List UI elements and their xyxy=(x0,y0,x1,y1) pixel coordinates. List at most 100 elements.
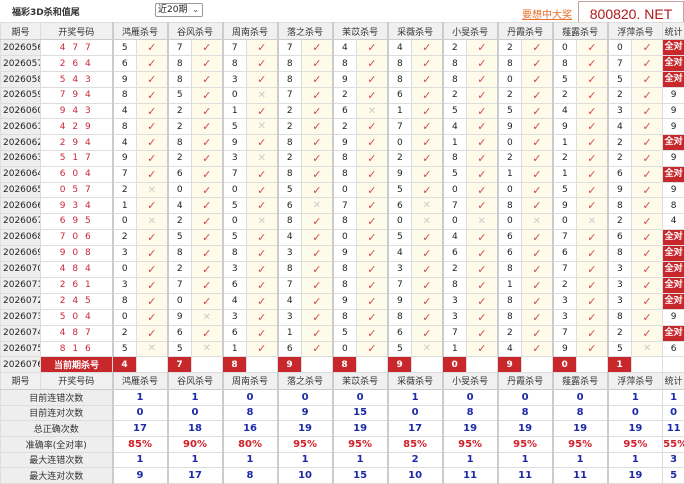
stats-value: 19 xyxy=(608,421,663,437)
kill-number: 9 xyxy=(608,182,632,198)
kill-number: 5 xyxy=(553,72,577,88)
period-range-select[interactable]: 近20期⌄ xyxy=(155,3,203,17)
stat-cell: 全对 xyxy=(663,245,684,261)
check-icon: ✓ xyxy=(632,40,663,56)
draw-number: 2 6 1 xyxy=(41,277,113,293)
period-cell: 2026070 xyxy=(1,261,41,277)
stats-value: 95% xyxy=(553,436,608,452)
check-icon: ✓ xyxy=(467,293,498,309)
kill-number: 6 xyxy=(223,325,247,341)
kill-number: 9 xyxy=(498,119,522,135)
kill-number: 0 xyxy=(498,135,522,151)
stats-value: 8 xyxy=(498,405,553,421)
kill-number: 2 xyxy=(333,88,357,104)
check-icon: ✓ xyxy=(632,261,663,277)
kill-number: 8 xyxy=(443,151,467,167)
check-icon: ✓ xyxy=(192,293,223,309)
stats-value: 17 xyxy=(113,421,168,437)
kill-number: 4 xyxy=(443,119,467,135)
kill-number: 7 xyxy=(168,40,192,56)
check-icon: ✓ xyxy=(302,245,333,261)
kill-number: 7 xyxy=(443,325,467,341)
check-icon: ✓ xyxy=(137,261,168,277)
stat-cell: 全对 xyxy=(663,72,684,88)
header-kill: 采薇杀号 xyxy=(388,372,443,389)
stats-value: 95% xyxy=(443,436,498,452)
check-icon: ✓ xyxy=(302,214,333,230)
check-icon: ✓ xyxy=(357,341,388,357)
check-icon: ✓ xyxy=(522,309,553,325)
draw-number: 2 4 5 xyxy=(41,293,113,309)
stats-value: 10 xyxy=(388,468,443,484)
kill-number: 5 xyxy=(168,88,192,104)
check-icon: ✓ xyxy=(302,261,333,277)
stats-value: 1 xyxy=(113,452,168,468)
kill-number: 6 xyxy=(443,245,467,261)
check-icon: ✓ xyxy=(137,309,168,325)
stats-value: 8 xyxy=(223,468,278,484)
kill-number: 2 xyxy=(113,325,137,341)
kill-number: 8 xyxy=(278,261,302,277)
kill-number: 3 xyxy=(223,151,247,167)
kill-number: 7 xyxy=(223,166,247,182)
kill-number: 2 xyxy=(553,277,577,293)
check-icon: ✓ xyxy=(522,182,553,198)
check-icon: ✓ xyxy=(192,261,223,277)
kill-number: 0 xyxy=(443,214,467,230)
check-icon: ✓ xyxy=(137,103,168,119)
stats-value: 0 xyxy=(608,405,663,421)
stats-value: 95% xyxy=(498,436,553,452)
stat-cell: 9 xyxy=(663,88,684,104)
kill-number: 5 xyxy=(333,325,357,341)
check-icon: ✓ xyxy=(302,166,333,182)
header-number: 开奖号码 xyxy=(41,372,113,389)
period-cell: 2026063 xyxy=(1,151,41,167)
kill-number: 5 xyxy=(278,182,302,198)
check-icon: ✓ xyxy=(577,135,608,151)
stats-value: 2 xyxy=(388,452,443,468)
kill-number: 6 xyxy=(498,245,522,261)
promo-link[interactable]: 要想中大奖 xyxy=(522,6,572,21)
kill-number: 2 xyxy=(608,325,632,341)
kill-number: 5 xyxy=(168,229,192,245)
check-icon: ✓ xyxy=(577,261,608,277)
kill-number: 2 xyxy=(553,88,577,104)
header-kill: 采薇杀号 xyxy=(388,23,443,40)
draw-number: 2 9 4 xyxy=(41,135,113,151)
check-icon: ✓ xyxy=(192,277,223,293)
page-title: 福彩3D杀和值尾 xyxy=(12,5,80,18)
check-icon: ✓ xyxy=(632,151,663,167)
kill-number: 2 xyxy=(498,88,522,104)
period-cell: 2026056 xyxy=(1,40,41,56)
stats-value: 95% xyxy=(608,436,663,452)
kill-number: 2 xyxy=(608,88,632,104)
check-icon: ✓ xyxy=(357,56,388,72)
kill-number: 5 xyxy=(223,198,247,214)
check-icon: ✓ xyxy=(522,325,553,341)
check-icon: ✓ xyxy=(412,103,443,119)
header-kill: 小旻杀号 xyxy=(443,23,498,40)
stats-value: 9 xyxy=(113,468,168,484)
check-icon: ✓ xyxy=(522,103,553,119)
kill-number: 6 xyxy=(168,166,192,182)
kill-number: 6 xyxy=(388,325,412,341)
stats-label: 最大连对次数 xyxy=(1,468,113,484)
kill-number: 8 xyxy=(498,309,522,325)
current-kill-number: 9 xyxy=(388,357,412,373)
check-icon: ✓ xyxy=(467,341,498,357)
kill-number: 0 xyxy=(113,309,137,325)
kill-number: 2 xyxy=(113,229,137,245)
check-icon: ✓ xyxy=(412,229,443,245)
kill-number: 3 xyxy=(388,261,412,277)
period-cell: 2026062 xyxy=(1,135,41,151)
stats-value: 0 xyxy=(498,389,553,405)
header-kill: 浮萍杀号 xyxy=(608,23,663,40)
check-icon: ✓ xyxy=(467,325,498,341)
check-icon: ✓ xyxy=(632,325,663,341)
check-icon: ✓ xyxy=(357,214,388,230)
